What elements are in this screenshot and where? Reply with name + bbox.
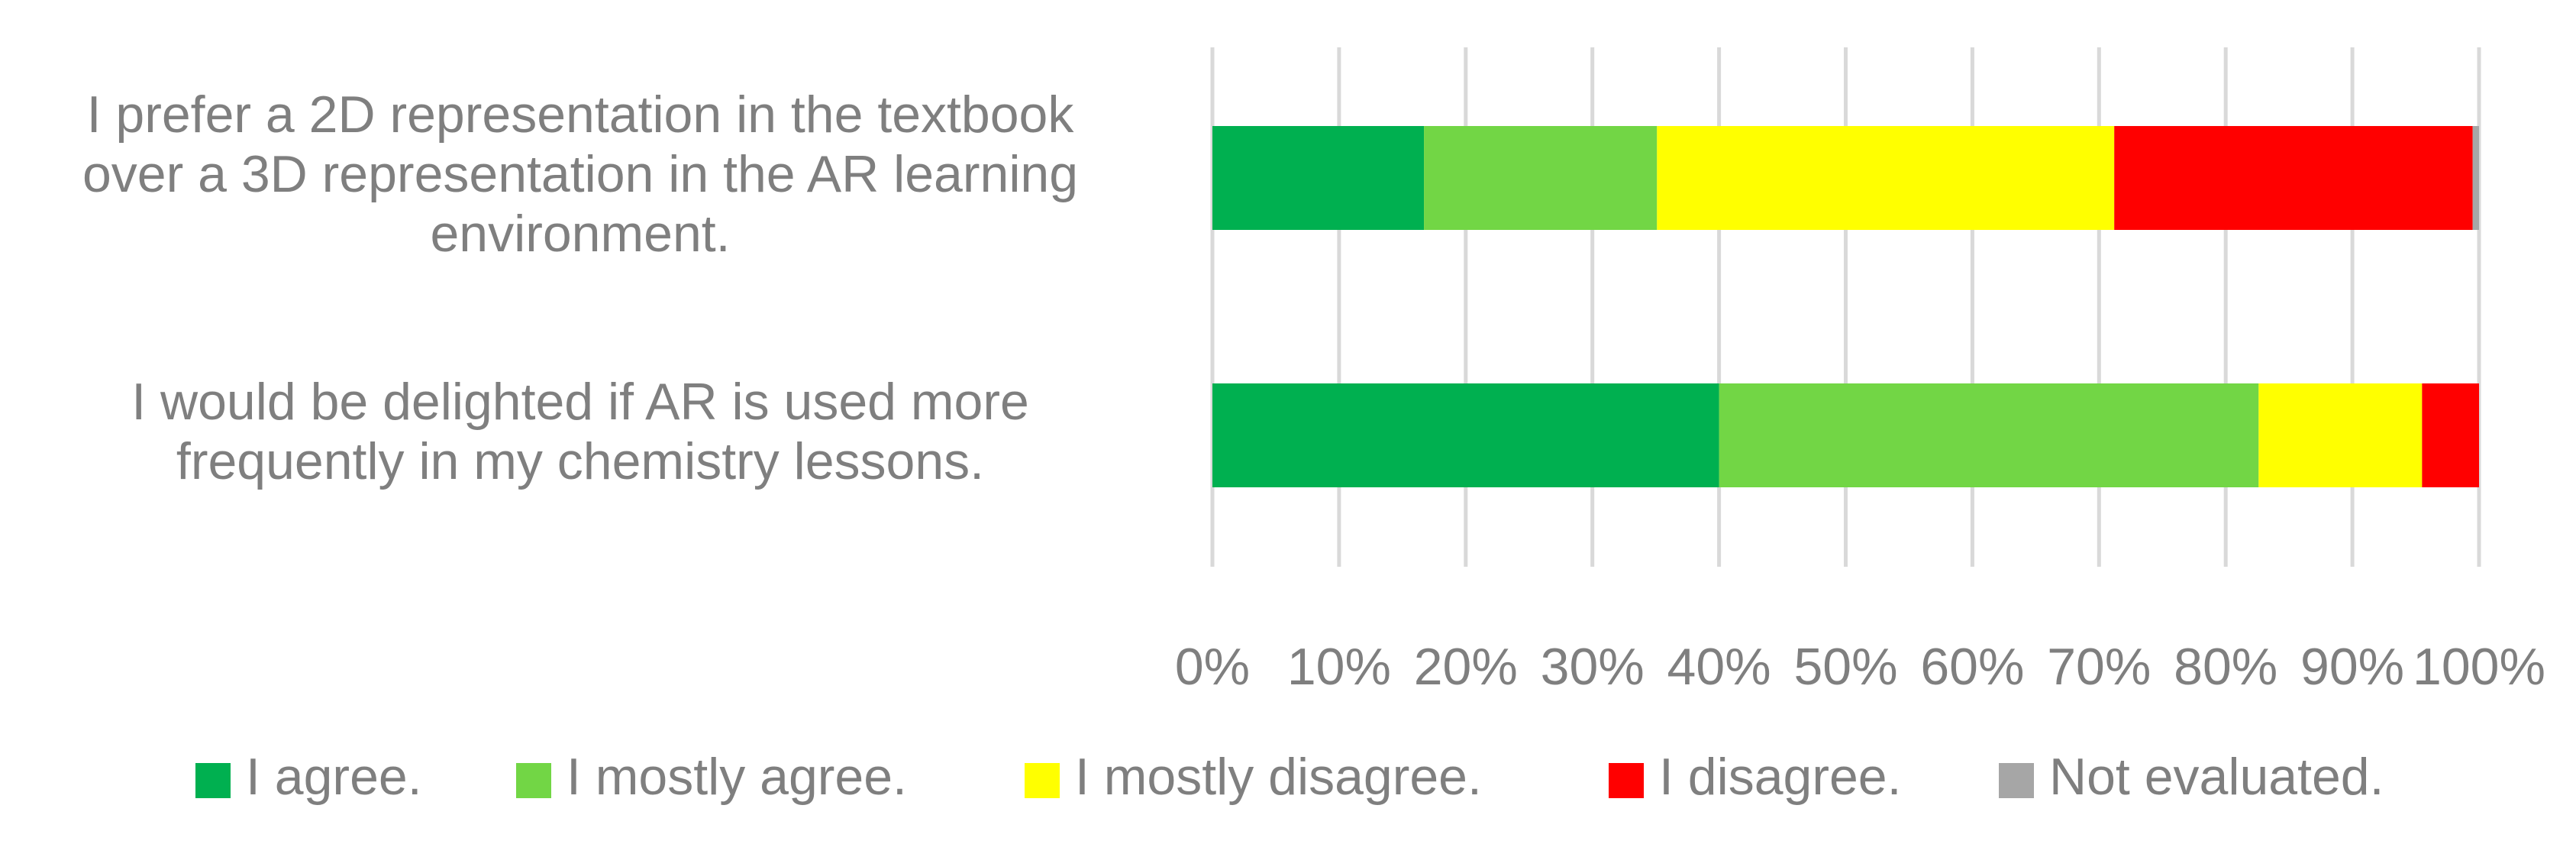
category-label: frequently in my chemistry lessons.: [176, 432, 984, 490]
legend-label: I disagree.: [1659, 748, 1902, 806]
legend-label: Not evaluated.: [2049, 748, 2384, 806]
x-tick-label: 10%: [1287, 638, 1391, 696]
gridlines: [1210, 47, 2481, 567]
x-tick-label: 100%: [2413, 638, 2545, 696]
x-tick-label: 20%: [1414, 638, 1518, 696]
x-tick-label: 90%: [2300, 638, 2404, 696]
bar-segment: [1657, 126, 2115, 230]
x-tick-label: 70%: [2047, 638, 2151, 696]
bar-segment: [2114, 126, 2473, 230]
legend-swatch: [516, 763, 551, 798]
category-labels: I prefer a 2D representation in the text…: [82, 86, 1078, 490]
x-tick-labels: 0% 10% 20% 30% 40% 50% 60% 70% 80% 90% 100%: [1175, 638, 2545, 696]
bar-segment: [2258, 383, 2423, 487]
legend-swatch: [1999, 763, 2034, 798]
legend-label: I mostly disagree.: [1075, 748, 1482, 806]
x-tick-label: 40%: [1667, 638, 1771, 696]
legend-swatch: [1609, 763, 1644, 798]
x-tick-label: 50%: [1793, 638, 1897, 696]
legend-swatch: [1025, 763, 1060, 798]
x-tick-label: 0%: [1175, 638, 1250, 696]
legend: I agree. I mostly agree. I mostly disagree…: [195, 748, 2384, 806]
category-label: I would be delighted if AR is used more: [131, 373, 1029, 431]
category-label: environment.: [430, 205, 730, 263]
x-tick-label: 30%: [1541, 638, 1645, 696]
category-label: over a 3D representation in the AR learn…: [82, 145, 1078, 203]
x-tick-label: 80%: [2174, 638, 2277, 696]
bar-segment: [1424, 126, 1658, 230]
bar-segment: [2422, 383, 2479, 487]
bar-segment: [1212, 126, 1425, 230]
bar-segment: [2472, 126, 2479, 230]
legend-swatch: [195, 763, 231, 798]
legend-label: I agree.: [246, 748, 422, 806]
x-tick-label: 60%: [1920, 638, 2024, 696]
bars: [1212, 126, 2479, 487]
category-label: I prefer a 2D representation in the text…: [87, 86, 1075, 144]
legend-label: I mostly agree.: [567, 748, 907, 806]
bar-segment: [1212, 383, 1719, 487]
bar-segment: [1719, 383, 2259, 487]
